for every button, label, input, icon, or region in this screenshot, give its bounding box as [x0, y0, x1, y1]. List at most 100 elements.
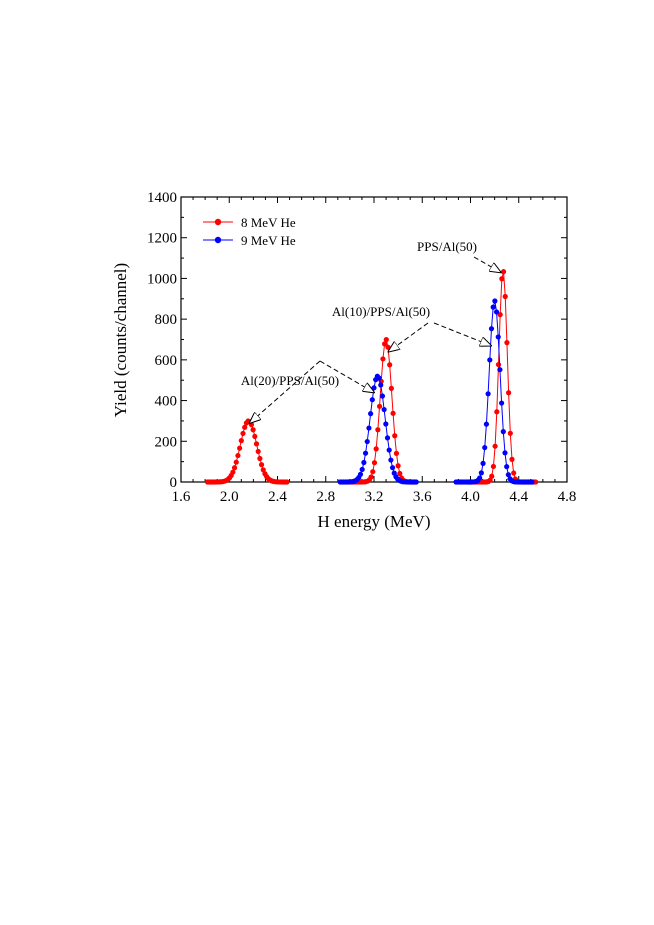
y-tick-label: 400	[155, 394, 178, 410]
y-axis-label: Yield (counts/channel)	[111, 263, 130, 417]
data-point	[260, 467, 266, 473]
data-point	[478, 470, 484, 476]
data-point	[362, 450, 369, 456]
data-point	[497, 312, 503, 318]
data-point	[371, 385, 377, 391]
data-point	[383, 337, 389, 343]
data-point	[480, 460, 486, 466]
legend-label-8mev: 8 MeV He	[241, 215, 296, 230]
data-point	[494, 409, 500, 415]
data-point	[383, 421, 389, 427]
data-point	[242, 424, 248, 430]
data-point	[499, 400, 505, 406]
annotations: PPS/Al(50) Al(10)/PPS/Al(50) Al(20)/PPS/…	[241, 239, 501, 423]
data-point	[359, 466, 365, 473]
data-point	[477, 475, 483, 481]
data-point	[488, 326, 495, 332]
data-point	[388, 457, 394, 463]
data-point	[255, 448, 261, 455]
data-point	[387, 362, 393, 368]
annotation-arrows	[250, 256, 501, 423]
legend: 8 MeV He 9 MeV He	[203, 215, 296, 248]
x-tick-label: 2.8	[316, 489, 335, 505]
series-line	[207, 420, 287, 483]
data-point	[378, 382, 384, 388]
data-point	[390, 410, 396, 416]
x-axis-label: H energy (MeV)	[318, 512, 431, 531]
y-tick-labels: 0 200 400 600 800 1000 1200 1400	[147, 190, 177, 491]
data-point	[381, 406, 387, 413]
data-point	[500, 429, 506, 435]
data-point	[257, 455, 263, 462]
data-point	[495, 361, 502, 368]
data-point	[233, 459, 239, 465]
x-tick-label: 4.4	[509, 489, 528, 505]
annotation-label-pps-al50: PPS/Al(50)	[417, 239, 477, 254]
data-point	[369, 397, 375, 403]
data-point	[495, 334, 501, 340]
annotation-label-al10: Al(10)/PPS/Al(50)	[332, 304, 430, 319]
data-point	[382, 341, 388, 347]
data-point	[373, 446, 379, 452]
data-point	[231, 465, 238, 471]
data-point	[357, 471, 364, 477]
y-tick-label: 800	[155, 312, 178, 328]
data-point	[376, 403, 383, 409]
data-point	[252, 433, 258, 440]
legend-marker-8mev	[214, 218, 222, 226]
x-tick-label: 1.6	[172, 489, 191, 505]
data-point	[493, 309, 500, 315]
data-point	[384, 435, 391, 441]
data-point	[490, 463, 497, 470]
x-tick-label: 3.2	[365, 489, 384, 505]
annotation-arrow	[473, 256, 501, 272]
y-tick-label: 1200	[147, 231, 177, 247]
data-point	[250, 427, 256, 433]
data-point	[385, 344, 391, 350]
x-tick-label: 2.4	[268, 489, 287, 505]
data-point	[529, 479, 535, 485]
x-tick-label: 2.0	[220, 489, 239, 505]
data-point	[489, 473, 495, 479]
data-point	[500, 269, 507, 275]
data-point	[238, 438, 244, 444]
data-point	[364, 438, 370, 445]
data-point	[505, 472, 511, 478]
x-tick-label: 4.8	[558, 489, 577, 505]
data-point	[386, 447, 392, 453]
data-point	[492, 298, 498, 304]
data-point	[504, 340, 510, 346]
data-point	[511, 470, 517, 476]
annotation-arrow	[433, 322, 491, 346]
annotation-arrow	[388, 322, 429, 352]
data-point	[248, 422, 255, 428]
data-point	[483, 421, 490, 427]
data-point	[366, 425, 372, 431]
data-point	[395, 463, 401, 469]
data-point	[368, 411, 374, 417]
data-point	[235, 452, 241, 459]
data-point	[375, 427, 381, 433]
axis-ticks	[180, 196, 568, 483]
data-point	[533, 479, 539, 485]
data-point	[368, 474, 374, 480]
data-point	[502, 293, 508, 300]
data-point	[237, 445, 243, 451]
data-point	[509, 456, 515, 462]
data-point	[371, 460, 378, 466]
data-point	[361, 459, 367, 466]
x-tick-label: 4.0	[461, 489, 480, 505]
data-point	[487, 357, 493, 363]
y-tick-label: 0	[170, 475, 178, 491]
data-point	[379, 393, 386, 399]
data-point	[393, 450, 400, 456]
x-tick-labels: 1.6 2.0 2.4 2.8 3.2 3.6 4.0 4.4 4.8	[172, 489, 577, 505]
data-point	[502, 450, 508, 456]
series-line	[468, 271, 536, 483]
data-point	[413, 479, 419, 485]
data-point	[253, 441, 260, 447]
data-point	[230, 469, 236, 475]
data-point	[258, 462, 265, 468]
data-point	[485, 391, 491, 397]
